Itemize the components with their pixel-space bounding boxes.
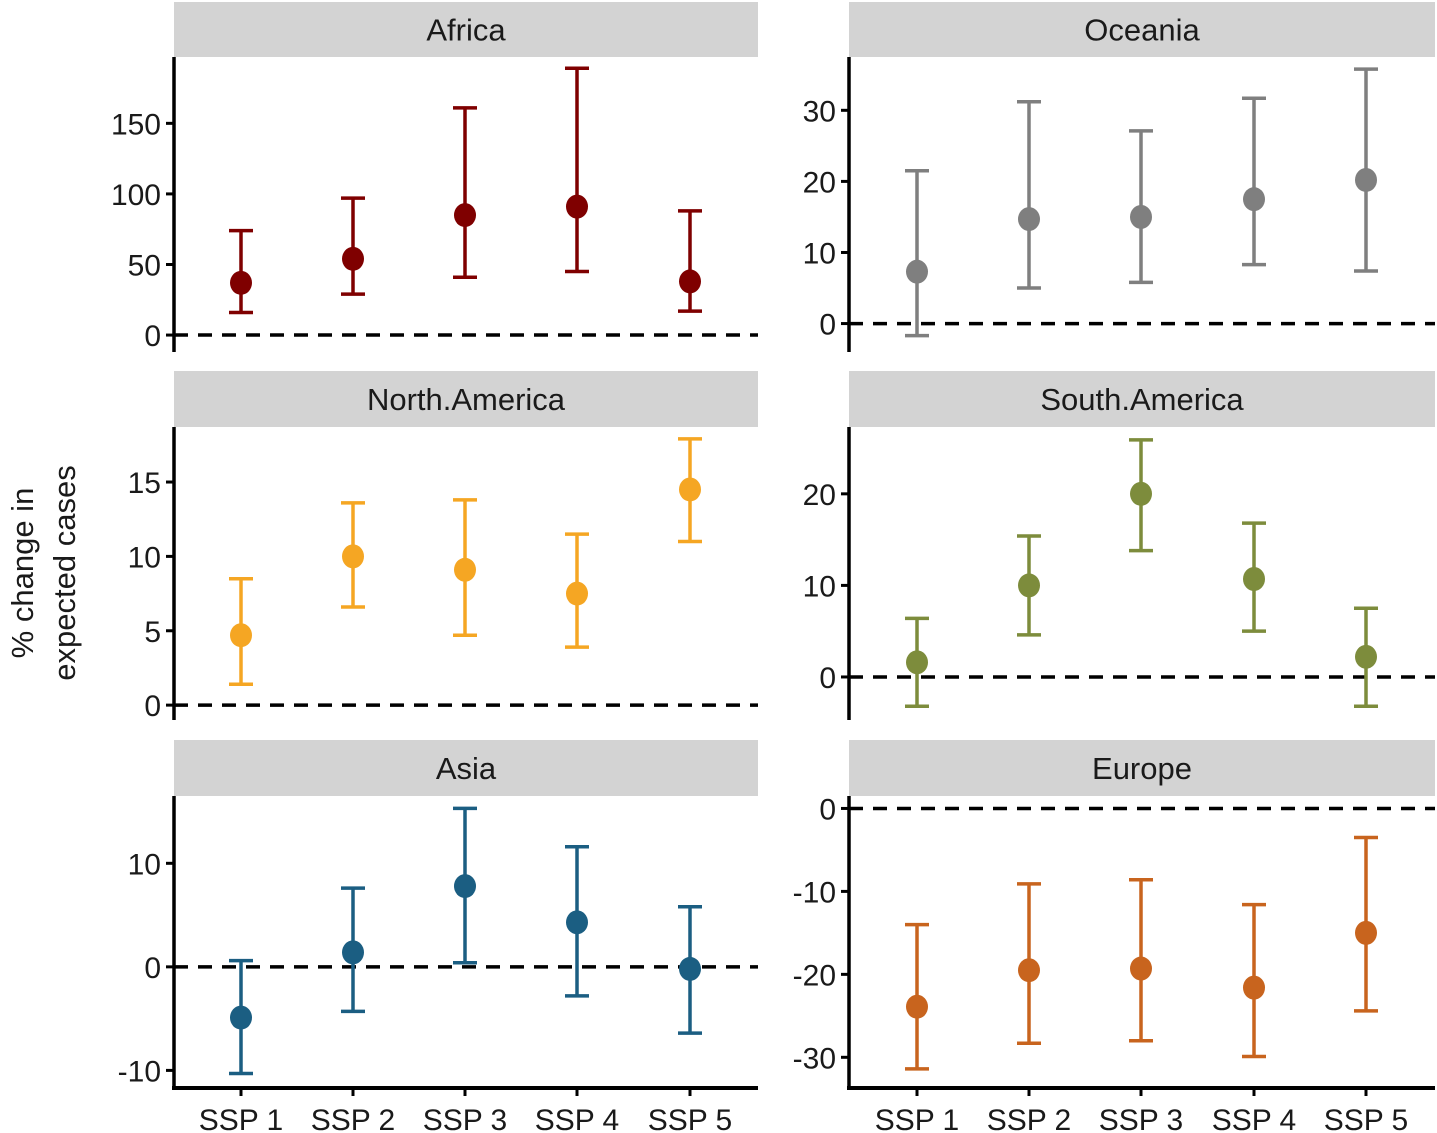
data-point-1 (230, 623, 252, 648)
y-tick-label: 20 (803, 479, 836, 512)
data-point-1 (906, 650, 928, 675)
panel-oceania: Oceania 0 10 20 30 (803, 2, 1435, 352)
facet-strip (174, 371, 758, 427)
y-tick-label: -20 (793, 959, 836, 992)
x-tick-label: SSP 4 (535, 1104, 620, 1133)
error-bar-2 (1017, 100, 1041, 290)
facet-title: Asia (436, 751, 497, 786)
data-point-4 (1243, 566, 1265, 591)
error-bar-1 (905, 168, 929, 338)
panel-north-america: North.America 0 5 10 15 (128, 371, 758, 723)
y-tick-label: 50 (128, 249, 161, 282)
data-point-5 (679, 477, 701, 502)
error-bar-2 (341, 196, 365, 296)
data-point-2 (1018, 958, 1040, 983)
data-point-3 (1130, 204, 1152, 229)
data-point-4 (566, 194, 588, 219)
error-bar-4 (1242, 96, 1266, 267)
data-point-2 (1018, 573, 1040, 598)
y-tick-label: 0 (819, 662, 836, 695)
data-point-4 (566, 910, 588, 935)
x-tick-label: SSP 1 (199, 1104, 284, 1133)
facet-title: Oceania (1084, 13, 1200, 48)
y-tick-label: -10 (793, 876, 836, 909)
y-tick-label: 10 (128, 848, 161, 881)
y-tick-label: 100 (111, 179, 161, 212)
data-point-4 (1243, 975, 1265, 1000)
y-tick-label: 20 (803, 166, 836, 199)
y-tick-label: 30 (803, 95, 836, 128)
data-point-5 (1355, 920, 1377, 945)
y-tick-label: -10 (118, 1055, 161, 1088)
facet-strip (849, 371, 1435, 427)
y-tick-label: -30 (793, 1042, 836, 1075)
x-tick-label: SSP 3 (1099, 1104, 1184, 1133)
y-tick-label: 15 (128, 467, 161, 500)
y-tick-label: 5 (144, 616, 161, 649)
data-point-5 (679, 956, 701, 981)
data-point-3 (454, 874, 476, 899)
panel-europe: Europe -30 -20 -10 0 SSP 1 SSP 2 SSP 3 SSP 4 SSP … (793, 740, 1435, 1133)
y-tick-label: 0 (144, 952, 161, 985)
data-point-3 (454, 557, 476, 582)
data-point-2 (342, 544, 364, 569)
x-tick-label: SSP 2 (311, 1104, 396, 1133)
data-point-1 (906, 259, 928, 284)
y-tick-label: 0 (819, 793, 836, 826)
y-tick-label: 0 (819, 309, 836, 342)
facet-strip (849, 740, 1435, 796)
x-tick-label: SSP 1 (875, 1104, 960, 1133)
y-axis-title-line-1: % change in (5, 488, 40, 659)
error-bar-3 (453, 106, 477, 279)
panel-south-america: South.America 0 10 20 (803, 371, 1435, 720)
data-point-4 (1243, 187, 1265, 212)
facet-strip (174, 2, 758, 57)
x-tick-label: SSP 5 (648, 1104, 733, 1133)
data-point-1 (230, 270, 252, 295)
data-point-5 (1355, 167, 1377, 192)
x-tick-label: SSP 3 (423, 1104, 508, 1133)
y-tick-label: 10 (803, 570, 836, 603)
error-bar-4 (565, 66, 589, 274)
y-tick-label: 0 (144, 690, 161, 723)
y-axis-title: % change in expected cases (5, 465, 82, 680)
data-point-1 (906, 994, 928, 1019)
data-point-3 (1130, 956, 1152, 981)
facet-title: Africa (426, 13, 506, 48)
data-point-2 (342, 246, 364, 271)
y-tick-label: 0 (144, 320, 161, 353)
x-tick-label: SSP 4 (1212, 1104, 1297, 1133)
error-bar-5 (678, 209, 702, 313)
data-point-2 (342, 940, 364, 965)
data-point-5 (1355, 644, 1377, 669)
data-point-4 (566, 581, 588, 606)
data-point-3 (1130, 481, 1152, 506)
facet-strip (174, 740, 758, 796)
panel-africa: Africa 0 50 100 150 (111, 2, 758, 353)
data-point-1 (230, 1005, 252, 1030)
panel-asia: Asia -10 0 10 SSP 1 SSP 2 SSP 3 SSP 4 SSP 5 (118, 740, 758, 1133)
data-point-5 (679, 269, 701, 294)
y-tick-label: 10 (803, 237, 836, 270)
x-tick-label: SSP 5 (1324, 1104, 1409, 1133)
facet-strip (849, 2, 1435, 57)
facet-title: South.America (1040, 382, 1244, 417)
data-point-3 (454, 203, 476, 228)
y-axis-title-line-2: expected cases (47, 465, 82, 680)
panels: Africa050100150Oceania0102030North.Ameri… (111, 2, 1435, 1133)
facet-title: Europe (1092, 751, 1192, 786)
y-tick-label: 10 (128, 541, 161, 574)
x-tick-label: SSP 2 (987, 1104, 1072, 1133)
data-point-2 (1018, 207, 1040, 232)
y-tick-label: 150 (111, 108, 161, 141)
facet-title: North.America (367, 382, 566, 417)
